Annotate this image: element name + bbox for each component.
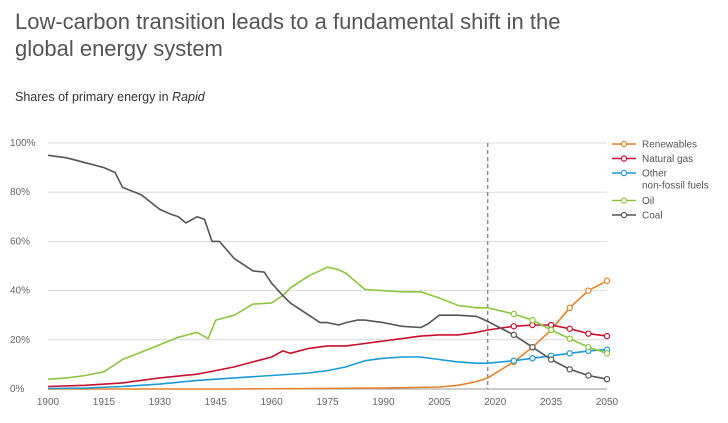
- x-tick-label: 1930: [149, 397, 172, 408]
- oil-line: [47, 266, 608, 380]
- oil-point: [529, 316, 536, 324]
- legend-label-natural-gas: Natural gas: [642, 154, 693, 165]
- x-tick-label: 1975: [316, 397, 339, 408]
- chart-title: Low-carbon transition leads to a fundame…: [15, 9, 561, 61]
- oil-point: [603, 350, 611, 357]
- chart-subtitle: Shares of primary energy in Rapid: [15, 90, 205, 104]
- subtitle-prefix: Shares of primary energy in: [15, 90, 173, 104]
- coal-point: [529, 343, 536, 351]
- natural-gas-line: [47, 324, 608, 388]
- natural-gas-point: [566, 325, 573, 332]
- renewables-point: [603, 277, 611, 284]
- x-tick-label: 2050: [596, 397, 619, 408]
- coal-line: [47, 154, 608, 380]
- legend-label-other-non-fossil-fuels: non-fossil fuels: [642, 181, 709, 192]
- other-non-fossil-fuels-point: [510, 357, 518, 364]
- x-tick-label: 2020: [484, 397, 507, 408]
- series-lines: [47, 154, 611, 390]
- x-tick-label: 1900: [37, 397, 60, 408]
- subtitle-scenario: Rapid: [172, 90, 205, 104]
- legend-marker-renewables: [620, 140, 628, 148]
- natural-gas-point: [510, 323, 518, 330]
- legend-marker-natural-gas: [620, 155, 628, 162]
- y-tick-label: 100%: [10, 138, 36, 149]
- natural-gas-point: [585, 330, 592, 337]
- y-tick-label: 0%: [10, 384, 25, 395]
- legend-marker-other-non-fossil-fuels: [620, 169, 628, 177]
- legend-label-renewables: Renewables: [642, 140, 697, 151]
- x-tick-label: 2035: [540, 397, 563, 408]
- renewables-line: [48, 280, 608, 390]
- y-tick-label: 20%: [10, 335, 30, 346]
- legend-label-other-non-fossil-fuels: Other: [642, 169, 668, 180]
- coal-point: [547, 356, 555, 363]
- x-tick-label: 1990: [372, 397, 395, 408]
- x-tick-label: 2005: [428, 397, 451, 408]
- other-non-fossil-fuels-point: [566, 350, 573, 357]
- legend-marker-coal: [620, 211, 628, 219]
- renewables-point: [585, 287, 592, 294]
- y-axis-ticks: 0% 20% 40% 60% 80% 100%: [10, 138, 36, 395]
- y-tick-label: 80%: [10, 187, 30, 198]
- oil-point: [547, 326, 555, 334]
- oil-point: [510, 310, 518, 318]
- renewables-point: [566, 304, 573, 312]
- y-tick-label: 60%: [10, 236, 30, 247]
- x-tick-label: 1945: [205, 397, 228, 408]
- oil-point: [585, 343, 592, 351]
- legend-label-oil: Oil: [642, 196, 654, 207]
- oil-point: [566, 335, 573, 342]
- x-tick-label: 1915: [93, 397, 116, 408]
- coal-point: [566, 366, 573, 373]
- y-tick-label: 40%: [10, 286, 30, 297]
- coal-point: [585, 372, 592, 379]
- natural-gas-point: [603, 332, 611, 340]
- x-tick-label: 1960: [260, 397, 283, 408]
- coal-point: [603, 375, 611, 383]
- other-non-fossil-fuels-point: [529, 355, 536, 362]
- coal-point: [510, 331, 518, 339]
- legend-marker-oil: [620, 197, 628, 204]
- grid-lines: [48, 142, 607, 390]
- x-axis-ticks: 1900 1915 1930 1945 1960 1975 1990 2005 2020 2035…: [37, 397, 619, 408]
- legend-label-coal: Coal: [642, 211, 663, 222]
